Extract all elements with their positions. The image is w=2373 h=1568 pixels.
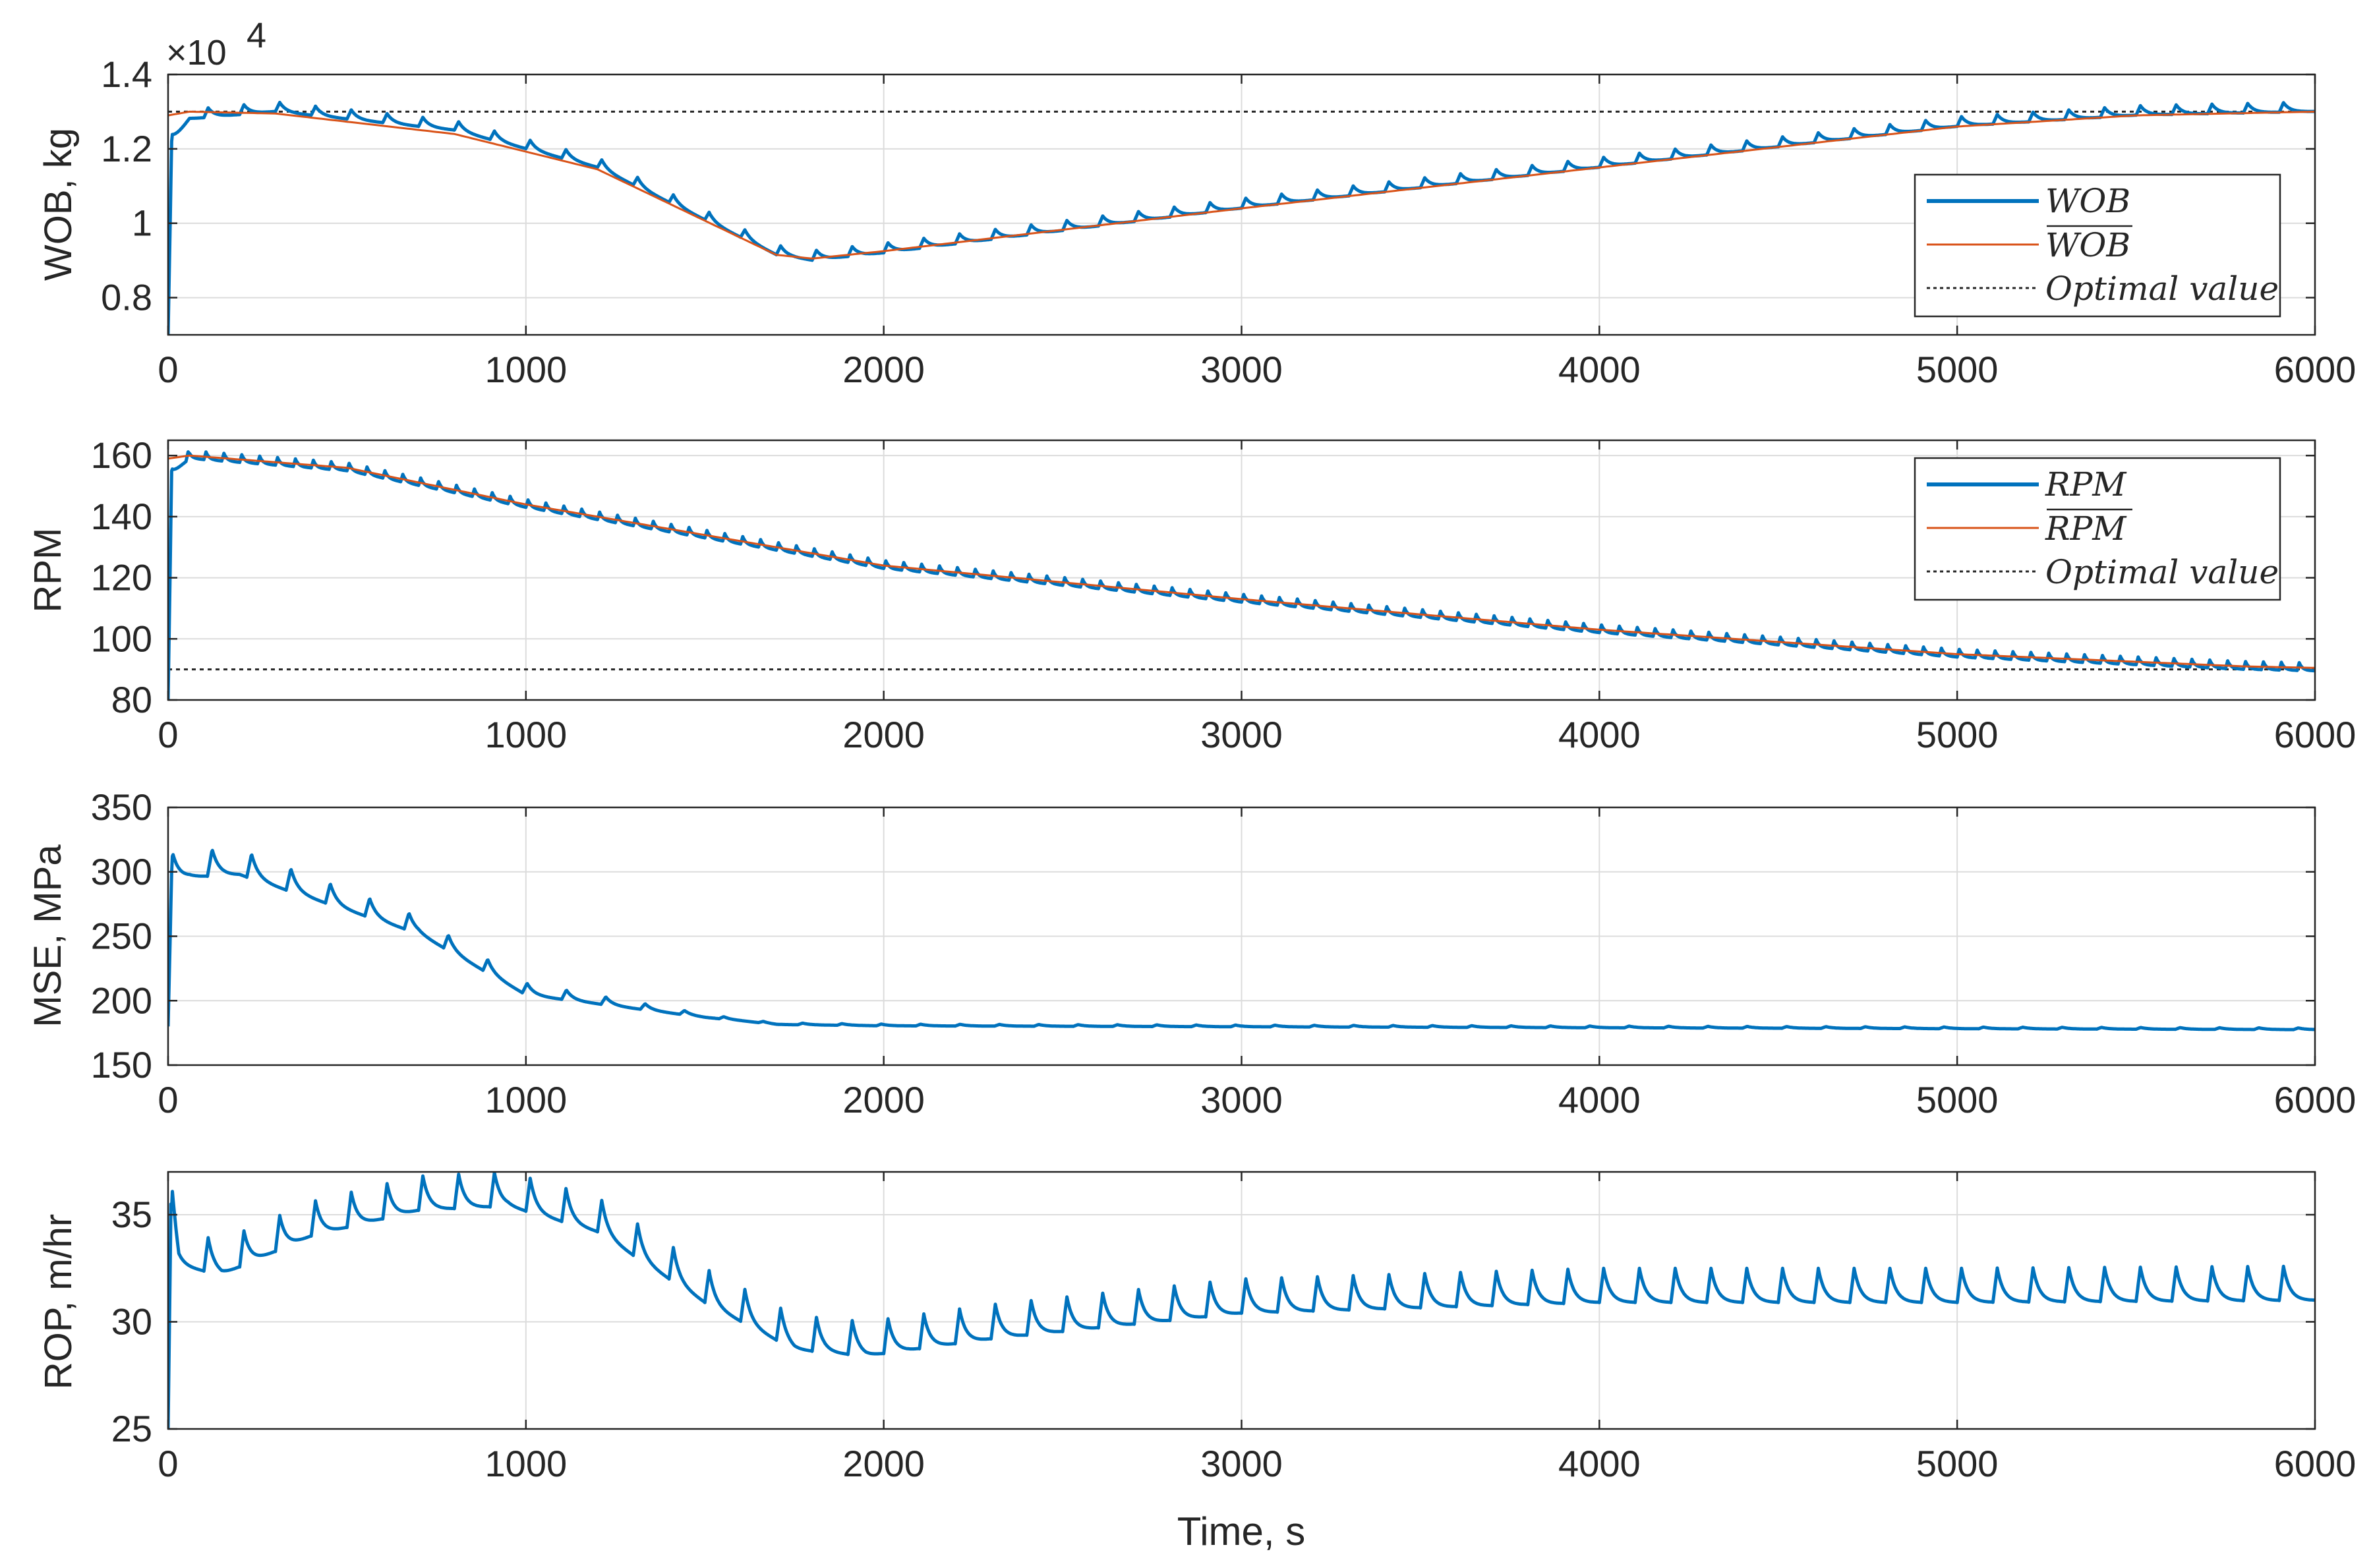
wob-y-tick-label: 0.8 [101,277,152,318]
rop-x-tick-label: 2000 [842,1443,925,1484]
mse-chart: 0 1000 2000 3000 4000 5000 6000 150 200 250 300 350… [26,786,2356,1120]
wob-y-axis-label: WOB, kg [37,128,80,281]
rop-x-tick-label: 1000 [485,1443,568,1484]
rpm-chart: 0 1000 2000 3000 4000 5000 600080100120140160 … [26,434,2356,755]
rop-series-group [168,1172,2315,1429]
mse-series-main [168,848,2315,1031]
rpm-y-tick-label: 100 [91,618,152,659]
mse-x-tick-label: 4000 [1558,1079,1641,1120]
mse-y-axis-label: MSE, MPa [26,844,69,1028]
wob-legend-label-optimal: Optimal value [2045,270,2279,308]
rop-y-tick-label: 25 [111,1408,152,1449]
mse-x-tick-label: 3000 [1200,1079,1283,1120]
wob-legend: WOB WOB Optimal value [1914,173,2281,318]
mse-x-tick-label: 5000 [1916,1079,1999,1120]
rpm-y-tick-label: 120 [91,557,152,598]
rop-x-tick-label: 3000 [1200,1443,1283,1484]
rpm-x-tick-label: 2000 [842,714,925,755]
rpm-x-tick-label: 0 [158,714,178,755]
wob-x-tick-label: 5000 [1916,349,1999,390]
rpm-x-tick-label: 5000 [1916,714,1999,755]
rpm-y-tick-label: 160 [91,434,152,476]
wob-x-tick-label: 0 [158,349,178,390]
wob-y-tick-label: 1.4 [101,53,152,95]
rpm-legend-label-mean: RPM [2045,509,2127,548]
rpm-series-mean [168,454,2315,669]
wob-exponent-power: 4 [247,16,266,55]
mse-y-tick-label: 200 [91,979,152,1021]
mse-y-tick-label: 150 [91,1044,152,1086]
rpm-legend-label-optimal: Optimal value [2045,553,2279,591]
rop-chart: 0 1000 2000 3000 4000 5000 6000 25 30 35 ROP, m/h… [37,1171,2357,1484]
wob-exponent-base: ×10 [166,33,227,73]
wob-y-tick-label: 1.2 [101,128,152,169]
rop-plot-area: 0 1000 2000 3000 4000 5000 6000 25 30 35 [111,1171,2357,1484]
rop-y-tick-label: 30 [111,1301,152,1343]
rop-x-tick-label: 5000 [1916,1443,1999,1484]
mse-x-tick-label: 1000 [485,1079,568,1120]
rpm-series-main [168,450,2315,700]
rop-x-tick-label: 0 [158,1443,178,1484]
rpm-legend-label-rpm: RPM [2045,465,2127,504]
rop-y-tick-label: 35 [111,1194,152,1235]
mse-y-tick-label: 350 [91,786,152,828]
rpm-legend: RPM RPM Optimal value [1914,457,2281,601]
wob-legend-label-mean: WOB [2045,226,2130,264]
rpm-x-tick-label: 3000 [1200,714,1283,755]
mse-series-group [168,848,2315,1031]
wob-x-tick-label: 6000 [2274,349,2357,390]
rop-series-main [168,1172,2315,1429]
rpm-y-tick-label: 80 [111,679,152,720]
wob-legend-label-wob: WOB [2045,182,2130,220]
wob-exponent: ×10 4 [166,16,266,73]
mse-x-tick-label: 6000 [2274,1079,2357,1120]
mse-y-tick-label: 300 [91,851,152,892]
rpm-y-tick-label: 140 [91,496,152,537]
mse-x-tick-label: 2000 [842,1079,925,1120]
mse-y-tick-label: 250 [91,915,152,957]
x-axis-label: Time, s [1177,1509,1305,1553]
rop-x-tick-label: 6000 [2274,1443,2357,1484]
rop-x-tick-label: 4000 [1558,1443,1641,1484]
wob-series-group [168,100,2315,335]
rpm-series-group [168,450,2315,700]
wob-series-mean [168,110,2315,260]
wob-x-tick-label: 1000 [485,349,568,390]
mse-x-tick-label: 0 [158,1079,178,1120]
rpm-x-tick-label: 1000 [485,714,568,755]
wob-x-tick-label: 2000 [842,349,925,390]
wob-x-tick-label: 3000 [1200,349,1283,390]
rpm-x-tick-label: 6000 [2274,714,2357,755]
rpm-y-axis-label: RPM [26,528,69,613]
rop-y-axis-label: ROP, m/hr [37,1214,80,1389]
wob-x-tick-label: 4000 [1558,349,1641,390]
wob-chart: 0 1000 2000 3000 4000 5000 6000 0.8 1 1.2 1.4 WOB,… [37,16,2356,390]
rpm-x-tick-label: 4000 [1558,714,1641,755]
mse-plot-area: 0 1000 2000 3000 4000 5000 6000 150 200 250 300 350 [91,786,2357,1120]
wob-y-tick-label: 1 [132,202,152,244]
